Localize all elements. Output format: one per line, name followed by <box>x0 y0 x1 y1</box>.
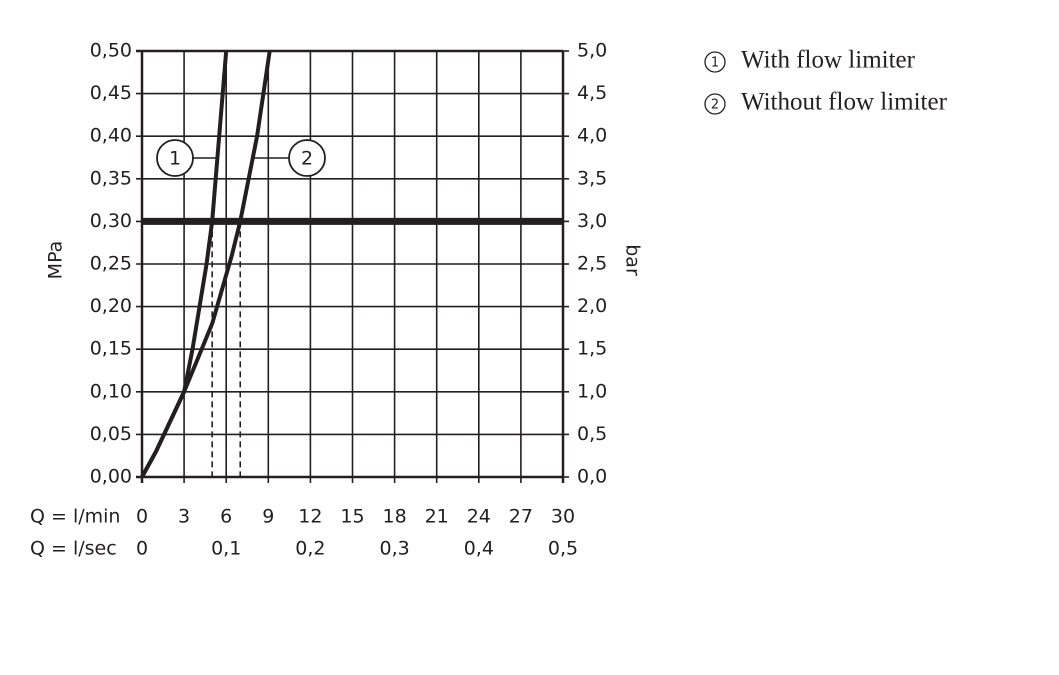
y2-tick-label: 0,0 <box>577 466 607 488</box>
legend-circle <box>704 93 726 115</box>
y2-tick-label: 4,5 <box>577 82 607 104</box>
callout-circle <box>288 139 326 177</box>
x-tick-label: 21 <box>425 506 449 528</box>
x2-tick-label: 0,3 <box>379 538 409 560</box>
y2-tick-label: 4,0 <box>577 125 607 147</box>
y-tick-label: 0,50 <box>90 40 132 62</box>
y2-tick-label: 1,0 <box>577 380 607 402</box>
x-tick-label: 18 <box>383 506 407 528</box>
x2-tick-label: 0,5 <box>548 538 578 560</box>
y2-tick-label: 0,5 <box>577 423 607 445</box>
x-tick-label: 0 <box>136 506 148 528</box>
x2-tick-label: 0,1 <box>211 538 241 560</box>
y2-axis-label: bar <box>622 244 644 276</box>
legend-number: 1 <box>711 56 719 71</box>
x2-tick-label: 0,2 <box>295 538 325 560</box>
x-tick-label: 27 <box>509 506 533 528</box>
x2-tick-label: 0 <box>136 538 148 560</box>
legend-number: 2 <box>711 98 719 113</box>
x-tick-label: 12 <box>298 506 322 528</box>
series-line <box>140 50 272 478</box>
x-tick-label: 3 <box>178 506 190 528</box>
y-axis-label: MPa <box>45 241 67 280</box>
callout-circle <box>156 139 194 177</box>
y-tick-label: 0,40 <box>90 125 132 147</box>
y2-tick-label: 3,0 <box>577 210 607 232</box>
y-tick-label: 0,10 <box>90 380 132 402</box>
x-tick-label: 15 <box>340 506 364 528</box>
y2-tick-label: 2,0 <box>577 295 607 317</box>
y2-tick-label: 5,0 <box>577 40 607 62</box>
y-tick-label: 0,35 <box>90 167 132 189</box>
y-tick-label: 0,45 <box>90 82 132 104</box>
y-tick-label: 0,20 <box>90 295 132 317</box>
x-tick-label: 9 <box>262 506 274 528</box>
y2-tick-label: 3,5 <box>577 167 607 189</box>
x2-tick-label: 0,4 <box>464 538 494 560</box>
legend-label: Without flow limiter <box>741 89 948 116</box>
y-tick-label: 0,00 <box>90 466 132 488</box>
x-tick-label: 6 <box>220 506 232 528</box>
y-tick-label: 0,25 <box>90 253 132 275</box>
callout-label: 2 <box>301 148 313 170</box>
x-tick-label: 24 <box>467 506 491 528</box>
legend-circle <box>704 51 726 73</box>
callout-label: 1 <box>169 148 181 170</box>
x2-axis-label: Q = l/sec <box>30 538 117 560</box>
y2-tick-label: 1,5 <box>577 338 607 360</box>
y-tick-label: 0,15 <box>90 338 132 360</box>
x-tick-label: 30 <box>551 506 575 528</box>
y2-tick-label: 2,5 <box>577 253 607 275</box>
y-tick-label: 0,30 <box>90 210 132 232</box>
legend-label: With flow limiter <box>741 47 916 74</box>
x-axis-label: Q = l/min <box>30 506 120 528</box>
y-tick-label: 0,05 <box>90 423 132 445</box>
